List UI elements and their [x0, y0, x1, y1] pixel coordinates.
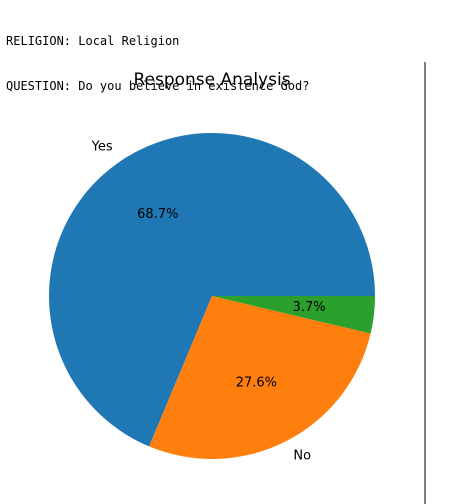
chart-title: Response Analysis	[133, 70, 290, 90]
pct-label-0: 68.7%	[137, 207, 178, 222]
pct-label-2: 3.7%	[293, 300, 326, 315]
question-line: QUESTION: Do you believe in existence Go…	[6, 79, 310, 93]
pie-slice-no	[149, 296, 371, 459]
religion-line: RELIGION: Local Religion	[6, 34, 180, 48]
pie-slices	[48, 133, 375, 459]
slice-label-no: No	[293, 448, 311, 463]
console-output: RELIGION: Local Religion QUESTION: Do yo…	[6, 4, 309, 109]
slice-label-yes: Yes	[91, 139, 113, 154]
pct-label-1: 27.6%	[236, 376, 277, 391]
pie-labels: 68.7% Yes 27.6% No 3.7%	[91, 139, 326, 463]
pie-slice-other	[212, 296, 375, 334]
pie-slice-yes	[48, 133, 375, 447]
